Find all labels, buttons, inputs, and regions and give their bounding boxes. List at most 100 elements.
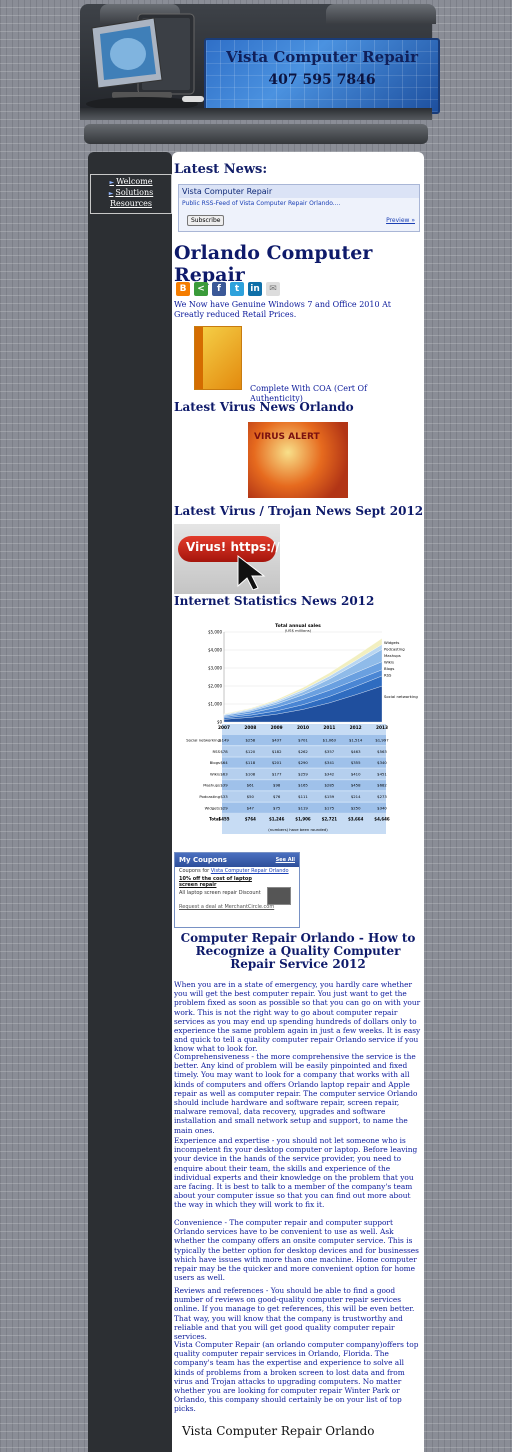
data-label: $29 xyxy=(220,805,228,810)
deal-subtitle: All laptop screen repair Discount xyxy=(179,890,261,896)
feed-title[interactable]: Vista Computer Repair xyxy=(179,185,419,198)
request-deal-link[interactable]: Request a deal at MerchantCircle.com xyxy=(179,904,275,910)
data-label: $165 xyxy=(298,783,308,788)
x-tick-label: 2011 xyxy=(323,725,335,731)
data-label: $63 xyxy=(220,771,228,776)
legend-label: Social networking xyxy=(384,694,418,699)
menu-item-solutions[interactable]: ► Solutions xyxy=(108,188,154,197)
sales-chart-svg: Total annual sales(US$ millions) $0 $1,000… xyxy=(186,623,418,834)
intro-text: We Now have Genuine Windows 7 and Office… xyxy=(174,300,391,319)
see-all-link[interactable]: See All xyxy=(275,857,295,863)
row-label: Podcasting xyxy=(199,794,220,799)
data-label: $149 xyxy=(219,738,229,743)
data-label: $33 xyxy=(220,794,228,799)
y-tick-label: $3,000 xyxy=(208,666,222,671)
data-row-bg xyxy=(222,791,386,802)
data-label: $250 xyxy=(351,805,361,810)
twitter-icon[interactable]: t xyxy=(230,282,244,296)
y-tick-label: $1,000 xyxy=(208,702,222,707)
article-paragraph: Vista Computer Repair (an orlando comput… xyxy=(174,1340,419,1414)
data-label: $214 xyxy=(351,794,361,799)
data-row-bg xyxy=(222,746,386,757)
data-label: $463 xyxy=(351,749,361,754)
feed-subtitle[interactable]: Public RSS-Feed of Vista Computer Repair… xyxy=(182,200,341,207)
data-label: $437 xyxy=(272,738,282,743)
x-tick-label: 2013 xyxy=(376,725,388,731)
preview-link[interactable]: Preview » xyxy=(386,217,415,224)
total-value: $455 xyxy=(218,817,229,822)
data-label: $177 xyxy=(272,771,282,776)
stats-heading: Internet Statistics News 2012 xyxy=(174,594,375,608)
share-icon[interactable]: < xyxy=(194,282,208,296)
total-value: $1,246 xyxy=(269,817,285,822)
y-tick-label: $4,000 xyxy=(208,648,222,653)
chart-note: (numbers) have been rounded) xyxy=(268,827,328,832)
coupon-merchant-link[interactable]: Vista Computer Repair Orlando xyxy=(210,868,289,874)
total-value: $764 xyxy=(245,817,256,822)
office-box-image xyxy=(194,326,242,390)
data-row-bg xyxy=(222,757,386,768)
article-paragraph: Reviews and references - You should be a… xyxy=(174,1286,415,1342)
data-label: $285 xyxy=(324,783,334,788)
article-paragraph: When you are in a state of emergency, yo… xyxy=(174,980,421,1054)
legend-label: Blogs xyxy=(384,666,394,671)
data-label: $201 xyxy=(272,760,282,765)
x-tick-label: 2009 xyxy=(271,725,283,731)
header-tab-right xyxy=(326,4,436,24)
linkedin-icon[interactable]: in xyxy=(248,282,262,296)
legend-label: Podcasting xyxy=(384,647,405,652)
x-tick-label: 2010 xyxy=(297,725,309,731)
facebook-icon[interactable]: f xyxy=(212,282,226,296)
data-label: $50 xyxy=(247,794,255,799)
chart-title: Total annual sales xyxy=(275,623,321,629)
data-label: $259 xyxy=(298,771,308,776)
data-label: $1,514 xyxy=(349,738,363,743)
data-label: $258 xyxy=(245,738,255,743)
data-label: $61 xyxy=(247,783,255,788)
virus-https-image: Virus! https:// xyxy=(174,524,280,594)
data-label: $563 xyxy=(377,749,387,754)
row-label: Blogs xyxy=(210,760,220,765)
site-header: Vista Computer Repair 407 595 7846 xyxy=(80,4,440,116)
data-label: $175 xyxy=(324,805,334,810)
subscribe-button[interactable]: Subscribe xyxy=(187,215,225,226)
computer-logo-icon xyxy=(86,13,204,111)
menu-item-resources[interactable]: Resources xyxy=(110,199,152,208)
virus-news-heading: Latest Virus News Orlando xyxy=(174,400,354,414)
data-label: $75 xyxy=(273,805,281,810)
site-phone: 407 595 7846 xyxy=(268,72,376,88)
chart-subtitle: (US$ millions) xyxy=(285,628,312,633)
data-label: $410 xyxy=(351,771,361,776)
data-label: $682 xyxy=(377,783,387,788)
page-frame: Vista Computer Repair 407 595 7846 ► Welc… xyxy=(70,0,442,1452)
arrow-icon: ► xyxy=(109,179,115,186)
total-value: $1,906 xyxy=(295,817,311,822)
blogger-icon[interactable]: B xyxy=(176,282,190,296)
news-heading: Latest News: xyxy=(174,162,268,177)
data-label: $701 xyxy=(298,738,308,743)
article-paragraph: Comprehensiveness - the more comprehensi… xyxy=(174,1052,418,1135)
data-label: $340 xyxy=(377,805,387,810)
menu-item-welcome[interactable]: ► Welcome xyxy=(109,177,153,186)
y-tick-label: $5,000 xyxy=(208,630,222,635)
data-label: $159 xyxy=(324,794,334,799)
data-label: $340 xyxy=(377,760,387,765)
data-label: $182 xyxy=(272,749,282,754)
legend-label: RSS xyxy=(384,673,392,678)
email-icon[interactable]: ✉ xyxy=(266,282,280,296)
data-label: $451 xyxy=(377,771,387,776)
data-label: $64 xyxy=(220,760,228,765)
data-label: $1,997 xyxy=(375,738,389,743)
row-label: Social networking xyxy=(186,738,220,743)
data-label: $76 xyxy=(273,794,281,799)
article-heading: Computer Repair Orlando - How to Recogni… xyxy=(180,931,416,971)
data-label: $39 xyxy=(220,783,228,788)
x-tick-label: 2008 xyxy=(244,725,256,731)
data-label: $341 xyxy=(324,760,334,765)
article-paragraph: Convenience - The computer repair and co… xyxy=(174,1218,419,1283)
data-label: $273 xyxy=(377,794,387,799)
legend-label: Wikis xyxy=(384,660,394,665)
deal-link[interactable]: 10% off the cost of laptop screen repair xyxy=(179,876,252,888)
arrow-icon: ► xyxy=(108,190,114,197)
x-tick-label: 2007 xyxy=(218,725,230,731)
